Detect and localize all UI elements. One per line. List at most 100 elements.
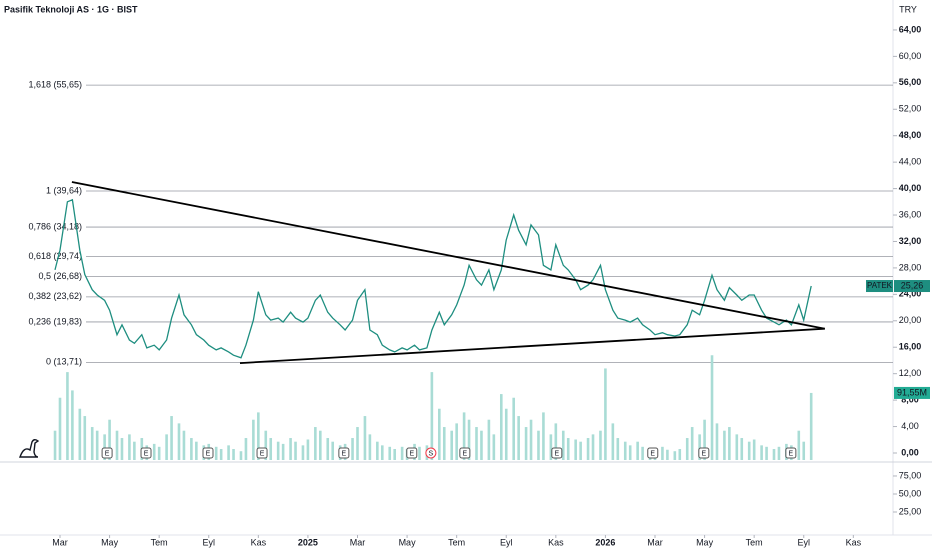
volume-bar xyxy=(537,430,540,460)
y-tick-label: 4,00 xyxy=(901,421,919,431)
volume-bar xyxy=(66,372,69,460)
y-tick-label: 40,00 xyxy=(899,183,922,193)
y-tick-label: 52,00 xyxy=(899,104,922,114)
y-tick-label: 20,00 xyxy=(899,315,922,325)
volume-bar xyxy=(165,434,168,460)
x-tick-label: Tem xyxy=(746,537,763,547)
x-tick-label: Mar xyxy=(350,537,366,547)
volume-bar xyxy=(777,446,781,460)
volume-bar xyxy=(512,397,515,460)
volume-bar xyxy=(723,430,726,460)
y-tick-label: 28,00 xyxy=(899,262,922,272)
volume-bar xyxy=(90,427,94,460)
volume-bar xyxy=(276,441,280,460)
volume-bar xyxy=(698,434,701,460)
volume-bar xyxy=(710,355,714,460)
volume-bar xyxy=(561,430,565,460)
volume-bar xyxy=(294,441,297,460)
volume-bar xyxy=(244,438,248,460)
trendline xyxy=(71,181,825,330)
x-tick-label: 2025 xyxy=(298,537,318,547)
event-marker: E xyxy=(698,447,710,459)
volume-tag xyxy=(894,386,930,399)
fib-label: 1,618 (55,65) xyxy=(28,80,82,90)
volume-bar xyxy=(157,446,161,460)
x-tick-label: Eyl xyxy=(797,537,810,547)
volume-bar xyxy=(765,446,768,460)
volume-bar xyxy=(566,438,570,460)
event-label: E xyxy=(463,450,468,457)
volume-bar xyxy=(128,434,131,460)
volume-bar xyxy=(393,449,396,460)
volume-bar xyxy=(703,419,706,460)
volume-bar xyxy=(190,438,193,460)
lower-y-tick-label: 25,00 xyxy=(899,506,922,516)
volume-bar xyxy=(616,438,620,460)
event-badge xyxy=(785,447,797,459)
fib-label: 0,236 (19,83) xyxy=(28,316,82,326)
volume-bar xyxy=(467,419,471,460)
x-tick-label: Mar xyxy=(52,537,68,547)
volume-bar xyxy=(133,441,136,460)
y-tick-label: 24,00 xyxy=(899,289,922,299)
event-marker: E xyxy=(140,447,152,459)
event-label: E xyxy=(105,450,110,457)
event-marker: E xyxy=(406,447,418,459)
volume-bar xyxy=(306,439,310,460)
volume-bar xyxy=(450,430,454,460)
event-label: E xyxy=(650,450,655,457)
volume-bar xyxy=(115,430,119,460)
volume-bar xyxy=(611,423,615,460)
volume-bar xyxy=(438,408,441,460)
volume-bar xyxy=(368,434,372,460)
logo-mark xyxy=(19,439,40,458)
currency: TRY xyxy=(899,4,917,14)
volume-bar xyxy=(636,441,639,460)
volume-bar xyxy=(492,434,496,460)
event-badge xyxy=(101,447,113,459)
volume-bar xyxy=(108,419,111,460)
logo xyxy=(19,439,40,458)
volume-bar xyxy=(455,423,458,460)
volume-bar xyxy=(53,430,57,460)
volume-bar xyxy=(475,427,478,460)
volume-bar xyxy=(257,412,260,460)
volume-bar xyxy=(83,416,87,460)
event-badge xyxy=(647,447,659,459)
event-label: E xyxy=(554,450,559,457)
volume-bar xyxy=(673,451,677,460)
volume-bar xyxy=(747,441,751,460)
volume-bar xyxy=(735,434,739,460)
y-tick-label: 64,00 xyxy=(899,24,922,34)
event-marker: E xyxy=(647,447,659,459)
fib-label: 0,382 (23,62) xyxy=(28,291,82,301)
fib-label: 1 (39,64) xyxy=(46,185,82,195)
volume-bar xyxy=(170,416,173,460)
event-label: E xyxy=(702,450,707,457)
volume-bar xyxy=(95,430,99,460)
event-marker: E xyxy=(202,447,214,459)
symbol-tag-label: PATEK xyxy=(867,281,893,290)
event-badge xyxy=(338,447,350,459)
volume-bar xyxy=(661,446,664,460)
volume-bar xyxy=(103,434,106,460)
event-badge xyxy=(551,447,563,459)
volume-bar xyxy=(380,445,384,460)
volume-bar xyxy=(71,390,74,460)
volume-bar xyxy=(314,427,317,460)
volume-bar xyxy=(623,441,627,460)
volume-bar xyxy=(356,427,359,460)
price-line xyxy=(54,198,812,359)
event-marker: S xyxy=(425,447,437,459)
volume-bar xyxy=(120,438,124,460)
y-tick-label: 0,00 xyxy=(901,447,919,457)
chart-title: Pasifik Teknoloji AS · 1G · BIST xyxy=(4,4,138,14)
volume-bar xyxy=(195,441,198,460)
event-label: E xyxy=(409,450,414,457)
lower-y-tick-label: 75,00 xyxy=(899,470,922,480)
volume-bar xyxy=(152,443,156,460)
event-badge xyxy=(425,447,437,459)
fib-label: 0,618 (29,74) xyxy=(28,251,82,261)
volume-bar xyxy=(430,372,434,460)
volume-bar xyxy=(289,438,292,460)
